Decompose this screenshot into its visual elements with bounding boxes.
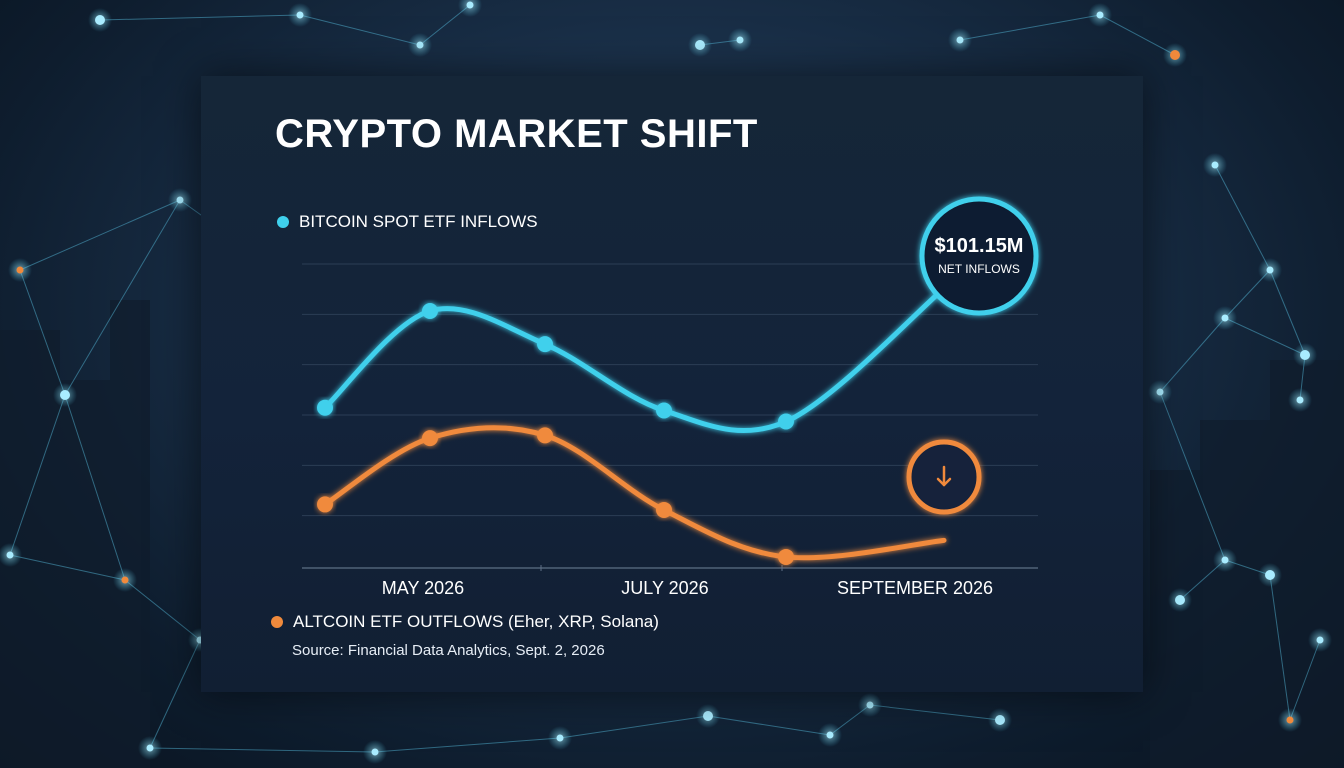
legend-altcoin: ALTCOIN ETF OUTFLOWS (Eher, XRP, Solana) [271, 612, 659, 632]
network-edge [99, 14, 301, 21]
bitcoin-callout-ring [919, 196, 1039, 316]
network-edge [9, 554, 126, 581]
network-edge [1099, 14, 1176, 56]
network-edge [299, 14, 421, 46]
altcoin-series-line [322, 425, 947, 561]
network-edge [149, 747, 376, 753]
network-node [1175, 595, 1185, 605]
chart-card: CRYPTO MARKET SHIFT BITCOIN SPOT ETF INF… [201, 76, 1143, 692]
network-node [60, 390, 70, 400]
network-node [1156, 388, 1164, 396]
network-edge [1269, 574, 1291, 721]
legend-bitcoin-dot [277, 216, 289, 228]
network-edge [1159, 391, 1226, 561]
bitcoin-callout-value: $101.15M [935, 235, 1024, 257]
network-node [1211, 161, 1219, 169]
network-edge [64, 394, 126, 581]
network-edge [1269, 269, 1306, 356]
legend-altcoin-dot [271, 616, 283, 628]
network-edge [124, 579, 201, 641]
bitcoin-series-line [322, 285, 947, 434]
network-node [736, 36, 744, 44]
network-node [121, 576, 129, 584]
altcoin-data-point [422, 430, 438, 447]
network-node [995, 715, 1005, 725]
bitcoin-data-point [537, 336, 553, 353]
network-node [1096, 11, 1104, 19]
altcoin-data-point [778, 548, 794, 565]
legend-bitcoin: BITCOIN SPOT ETF INFLOWS [277, 212, 538, 232]
network-node [146, 744, 154, 752]
network-edge [959, 14, 1101, 41]
bitcoin-data-point [317, 399, 333, 416]
network-edge [9, 394, 66, 556]
network-node [1316, 636, 1324, 644]
bitcoin-data-point [656, 402, 672, 419]
network-node [1266, 266, 1274, 274]
legend-altcoin-label: ALTCOIN ETF OUTFLOWS (Eher, XRP, Solana) [293, 612, 659, 631]
arrow-down-icon [936, 465, 952, 487]
network-node [826, 731, 834, 739]
network-node [416, 41, 424, 49]
network-node [956, 36, 964, 44]
source-note: Source: Financial Data Analytics, Sept. … [292, 642, 605, 659]
network-node [6, 551, 14, 559]
skyline-block [1270, 360, 1344, 768]
network-node [1300, 350, 1310, 360]
bitcoin-callout-label: NET INFLOWS [938, 262, 1020, 276]
network-node [866, 701, 874, 709]
chart-title: CRYPTO MARKET SHIFT [275, 112, 758, 156]
network-edge [1289, 639, 1321, 721]
altcoin-data-point [537, 427, 553, 444]
network-node [1221, 314, 1229, 322]
legend-bitcoin-label: BITCOIN SPOT ETF INFLOWS [299, 212, 538, 231]
bitcoin-data-point [778, 413, 794, 430]
network-node [695, 40, 705, 50]
network-node [95, 15, 105, 25]
network-edge [374, 737, 561, 753]
network-edge [559, 715, 709, 739]
altcoin-data-point [656, 501, 672, 518]
x-tick-label: JULY 2026 [621, 578, 708, 598]
x-tick-label: SEPTEMBER 2026 [837, 578, 993, 598]
network-node [1170, 50, 1180, 60]
network-node [1265, 570, 1275, 580]
network-node [296, 11, 304, 19]
network-edge [1224, 317, 1306, 356]
network-node [556, 734, 564, 742]
skyline-block [1150, 470, 1200, 768]
bitcoin-data-point [422, 302, 438, 319]
network-node [1221, 556, 1229, 564]
altcoin-data-point [317, 496, 333, 513]
line-chart: MAY 2026 JULY 2026 SEPTEMBER 2026 $101.15M N… [302, 196, 1039, 598]
skyline-block [60, 380, 110, 768]
skyline-block [1200, 420, 1270, 768]
network-node [371, 748, 379, 756]
skyline-block [110, 300, 150, 768]
network-edge [19, 199, 181, 271]
network-edge [64, 199, 181, 396]
network-edge [19, 269, 66, 396]
network-edge [707, 715, 831, 736]
network-node [703, 711, 713, 721]
network-node [1286, 716, 1294, 724]
network-edge [1159, 317, 1226, 393]
network-node [1296, 396, 1304, 404]
network-edge [869, 704, 1001, 721]
network-node [466, 1, 474, 9]
x-tick-label: MAY 2026 [382, 578, 464, 598]
network-node [16, 266, 24, 274]
network-node [176, 196, 184, 204]
network-edge [1214, 164, 1271, 271]
network-edge [149, 639, 201, 749]
